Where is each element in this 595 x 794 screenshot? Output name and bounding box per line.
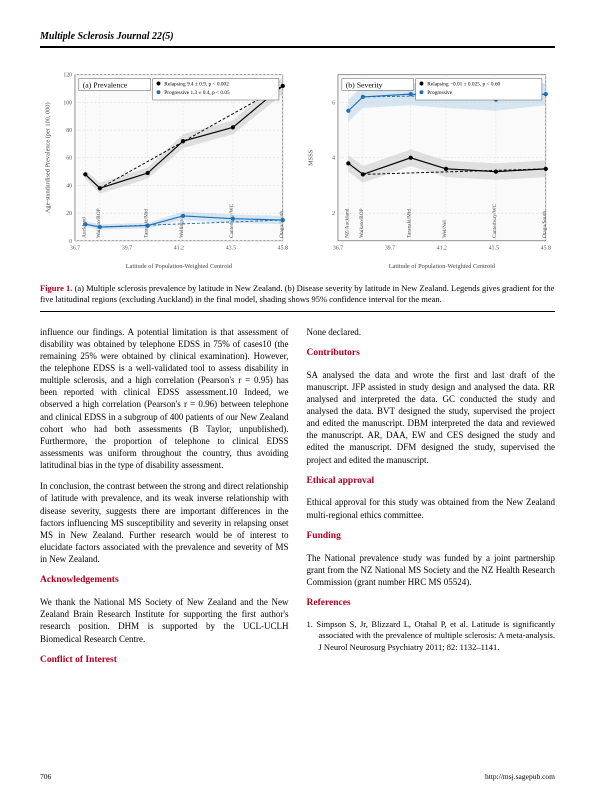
svg-text:60: 60 bbox=[66, 155, 72, 161]
svg-text:Progressive: Progressive bbox=[427, 90, 452, 96]
svg-text:Latitude of Population-Weighte: Latitude of Population-Weighted Centroid bbox=[126, 263, 233, 270]
body-columns: influence our findings. A potential limi… bbox=[40, 326, 555, 669]
para-1: influence our findings. A potential limi… bbox=[40, 326, 289, 472]
chart-b-svg: 2 4 6 36.7 39.7 41.2 43.5 45.8 NZ/Auckland Waikat… bbox=[303, 60, 556, 275]
svg-text:(b) Severity: (b) Severity bbox=[345, 80, 382, 89]
svg-text:41.2: 41.2 bbox=[174, 245, 184, 251]
svg-text:Otago/South: Otago/South bbox=[279, 210, 285, 237]
coi-head: Conflict of Interest bbox=[40, 654, 289, 667]
svg-text:4: 4 bbox=[332, 155, 335, 161]
svg-text:39.7: 39.7 bbox=[122, 245, 132, 251]
svg-text:43.5: 43.5 bbox=[226, 245, 236, 251]
svg-text:Age-standardised Prevalence (p: Age-standardised Prevalence (per 100, 00… bbox=[45, 102, 52, 213]
svg-text:43.5: 43.5 bbox=[488, 245, 498, 251]
svg-text:6: 6 bbox=[332, 100, 335, 106]
chart-prevalence: 0 20 40 60 80 100 120 36.7 39.7 41.2 43.5 45.8 Auckl… bbox=[40, 60, 293, 275]
journal-header: Multiple Sclerosis Journal 22(5) bbox=[40, 30, 555, 48]
svg-text:45.8: 45.8 bbox=[540, 245, 550, 251]
svg-text:Latitude of Population-Weighte: Latitude of Population-Weighted Centroid bbox=[388, 263, 495, 270]
svg-text:36.7: 36.7 bbox=[70, 245, 80, 251]
svg-text:Auckland: Auckland bbox=[81, 216, 87, 237]
svg-text:Taranaki/Mid: Taranaki/Mid bbox=[406, 208, 412, 237]
svg-text:Relapsing 9.4 ± 0.9, p < 0.0: Relapsing 9.4 ± 0.9, p < 0.002 bbox=[164, 81, 229, 87]
svg-text:Canterbury/WC: Canterbury/WC bbox=[491, 203, 497, 237]
fund-text: The National prevalence study was funded… bbox=[307, 552, 556, 588]
ref-1: 1. Simpson S, Jr, Blizzard L, Otahal P, … bbox=[307, 619, 556, 653]
svg-text:NZ/Auckland: NZ/Auckland bbox=[344, 208, 350, 238]
chart-severity: 2 4 6 36.7 39.7 41.2 43.5 45.8 NZ/Auckland Waikat… bbox=[303, 60, 556, 275]
coi-text: None declared. bbox=[307, 326, 556, 338]
svg-text:100: 100 bbox=[63, 100, 72, 106]
contrib-text: SA analysed the data and wrote the first… bbox=[307, 369, 556, 466]
figure-caption: Figure 1. (a) Multiple sclerosis prevale… bbox=[40, 283, 555, 312]
svg-text:(a) Prevalence: (a) Prevalence bbox=[83, 80, 128, 89]
svg-text:Otago/South: Otago/South bbox=[541, 210, 547, 237]
svg-text:120: 120 bbox=[63, 72, 72, 78]
ack-text: We thank the National MS Society of New … bbox=[40, 596, 289, 645]
svg-text:Relapsing −0.01 ± 0.025, p <: Relapsing −0.01 ± 0.025, p < 0.60 bbox=[427, 81, 500, 87]
svg-text:20: 20 bbox=[66, 211, 72, 217]
svg-text:36.7: 36.7 bbox=[332, 245, 342, 251]
figure-label: Figure 1. bbox=[40, 283, 72, 293]
svg-text:45.8: 45.8 bbox=[278, 245, 288, 251]
ack-head: Acknowledgements bbox=[40, 574, 289, 587]
para-2: In conclusion, the contrast between the … bbox=[40, 480, 289, 565]
svg-text:Waikato/BOP: Waikato/BOP bbox=[96, 208, 102, 238]
eth-text: Ethical approval for this study was obta… bbox=[307, 496, 556, 520]
fund-head: Funding bbox=[307, 530, 556, 543]
svg-text:2: 2 bbox=[332, 211, 335, 217]
figure-caption-text: (a) Multiple sclerosis prevalence by lat… bbox=[40, 283, 554, 304]
svg-text:Progressive 1.3 ± 0.4, p < 0: Progressive 1.3 ± 0.4, p < 0.05 bbox=[164, 90, 230, 96]
chart-a-svg: 0 20 40 60 80 100 120 36.7 39.7 41.2 43.5 45.8 Auckl… bbox=[40, 60, 293, 275]
svg-text:Waikato/BOP: Waikato/BOP bbox=[358, 208, 364, 238]
svg-text:41.2: 41.2 bbox=[436, 245, 446, 251]
eth-head: Ethical approval bbox=[307, 475, 556, 488]
svg-text:MSSS: MSSS bbox=[307, 149, 314, 166]
page-number: 706 bbox=[40, 772, 51, 782]
page-footer: 706 http://msj.sagepub.com bbox=[40, 772, 555, 782]
svg-text:Wel/Nel: Wel/Nel bbox=[442, 219, 448, 237]
contrib-head: Contributors bbox=[307, 347, 556, 360]
svg-text:80: 80 bbox=[66, 128, 72, 134]
footer-url: http://msj.sagepub.com bbox=[485, 772, 555, 782]
ref-head: References bbox=[307, 597, 556, 610]
svg-text:40: 40 bbox=[66, 183, 72, 189]
svg-text:0: 0 bbox=[69, 238, 72, 244]
figure-panels: 0 20 40 60 80 100 120 36.7 39.7 41.2 43.5 45.8 Auckl… bbox=[40, 60, 555, 275]
svg-text:39.7: 39.7 bbox=[384, 245, 394, 251]
